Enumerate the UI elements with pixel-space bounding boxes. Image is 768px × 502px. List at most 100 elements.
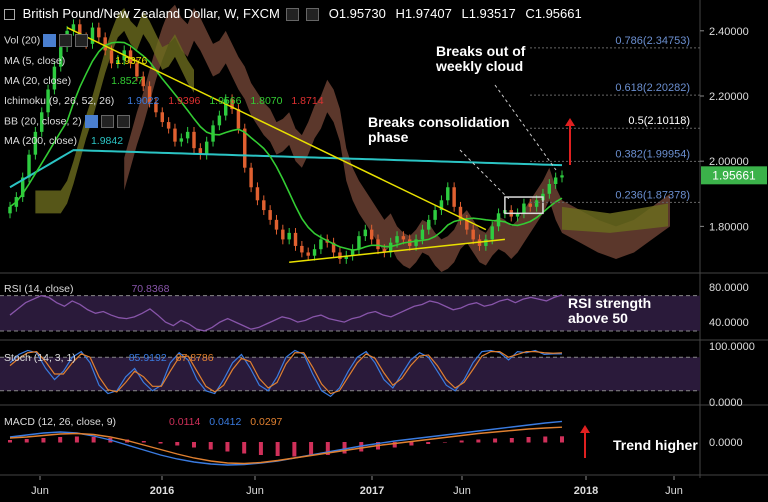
stoch-pane: 100.0000 0.0000 (0, 341, 755, 409)
ichimoku-cloud (35, 4, 670, 272)
indicator-rsi[interactable]: RSI (14, close) 70.8368 (4, 283, 169, 295)
indicator-ichimoku[interactable]: Ichimoku (9, 26, 52, 26) 1.9022 1.9396 1… (4, 95, 324, 107)
candle-body (471, 229, 475, 240)
candle-body (166, 122, 171, 129)
ichimoku-v4: 1.8070 (250, 95, 283, 107)
macd-value-2: 0.0412 (209, 416, 242, 428)
macd-hist-bar (158, 442, 163, 444)
macd-hist-bar (275, 442, 280, 456)
macd-hist-bar (392, 442, 397, 448)
candle-body (179, 138, 184, 142)
candle-body (458, 206, 463, 220)
indicator-macd[interactable]: MACD (12, 26, close, 9) 0.0114 0.0412 0.… (4, 416, 282, 428)
candle-body (281, 229, 285, 240)
candle-body (90, 27, 95, 44)
candle-body (230, 99, 234, 110)
candle-body (420, 229, 425, 240)
macd-hist-bar (543, 436, 548, 443)
ohlc-open: O1.95730 (328, 6, 386, 21)
indicator-ma20[interactable]: MA (20, close) 1.8527 (4, 75, 143, 87)
eye-icon[interactable] (100, 115, 114, 128)
candle-body (376, 239, 380, 250)
ma20-line (9, 41, 563, 251)
macd-hist-bar (342, 442, 347, 454)
ichimoku-cloud-bear (124, 4, 670, 272)
grid (0, 0, 768, 478)
collapse-icon[interactable] (4, 9, 15, 21)
macd-hist-bar (192, 442, 196, 448)
macd-hist-bar (426, 442, 431, 444)
candle-body (109, 50, 114, 64)
macd-hist-bar (8, 440, 12, 443)
candle-body (262, 200, 266, 211)
stoch-tick: 100.0000 (709, 341, 755, 353)
eye-icon[interactable] (59, 34, 73, 47)
candle-body (338, 252, 342, 259)
y-tick-label: 2.40000 (709, 26, 749, 38)
candle-body (160, 112, 165, 123)
candle-body (185, 131, 190, 139)
candle-body (173, 128, 177, 142)
ohlc-high: H1.97407 (395, 6, 452, 21)
close-icon[interactable] (75, 34, 89, 47)
macd-hist-bar (459, 440, 464, 443)
x-tick-label: Jun (453, 485, 471, 497)
last-price-tag (701, 166, 767, 185)
annotation-rsi: RSI strength above 50 (568, 295, 652, 326)
candle-body (465, 219, 469, 230)
x-tick-label: Jun (31, 485, 49, 497)
x-tick-label: Jun (246, 485, 264, 497)
indicator-bb[interactable]: BB (20, close, 2) (4, 115, 130, 128)
stoch-tick: 0.0000 (709, 397, 743, 409)
ohlc-low: L1.93517 (461, 6, 516, 21)
ichimoku-v1: 1.9022 (127, 95, 160, 107)
fib-level-label: 0.786(2.34753) (615, 35, 690, 47)
y-tick-label: 1.80000 (709, 221, 749, 233)
macd-hist-bar (476, 439, 481, 443)
close-icon[interactable] (116, 115, 130, 128)
arrow-up-price-head (565, 118, 575, 126)
settings-icon[interactable] (286, 8, 300, 22)
candle-body (522, 203, 526, 214)
fibonacci-levels: 0.786(2.34753) 0.618(2.20282) 0.5(2.10118)… (530, 35, 700, 203)
ohlc-close: C1.95661 (525, 6, 582, 21)
macd-value-1: 0.0114 (168, 416, 201, 428)
fib-level-label: 0.382(1.99954) (615, 148, 690, 160)
candle-body (350, 249, 355, 256)
candle-body (59, 47, 63, 67)
eye-icon[interactable] (306, 8, 320, 22)
indicator-stoch[interactable]: Stoch (14, 3, 1) 85.9192 87.8786 (4, 352, 214, 364)
candle-body (490, 226, 494, 240)
indicator-ma5[interactable]: MA (5, close) 1.9376 (4, 55, 147, 67)
candle-body (484, 239, 488, 246)
candle-body (344, 255, 349, 259)
indicator-ma200[interactable]: MA (200, close) 1.9842 (4, 135, 123, 147)
rsi-value: 70.8368 (131, 283, 170, 295)
ma20-value: 1.8527 (111, 75, 144, 87)
indicator-vol[interactable]: Vol (20) (4, 34, 89, 47)
candle-body (357, 236, 361, 250)
stoch-label: Stoch (14, 3, 1) (4, 352, 76, 364)
candle-body (8, 206, 12, 214)
arrow-up-macd-head (580, 425, 590, 433)
settings-icon[interactable] (84, 115, 98, 128)
candle-body (71, 24, 76, 31)
macd-hist-bar (208, 442, 213, 450)
ichimoku-v5: 1.8714 (291, 95, 324, 107)
candle-body (452, 187, 456, 207)
candle-body (439, 200, 444, 211)
settings-icon[interactable] (43, 34, 57, 47)
ichimoku-v3: 1.9566 (209, 95, 242, 107)
x-tick-label: Jun (665, 485, 683, 497)
candle-body (39, 112, 44, 132)
candle-body (198, 148, 203, 155)
candle-body (312, 249, 317, 256)
candle-body (433, 210, 437, 220)
y-tick-label: 2.20000 (709, 91, 749, 103)
candle-body (20, 177, 25, 198)
ichimoku-v2: 1.9396 (168, 95, 201, 107)
vol-label: Vol (20) (4, 34, 41, 47)
ma5-value: 1.9376 (115, 55, 148, 67)
candle-body (446, 187, 450, 201)
